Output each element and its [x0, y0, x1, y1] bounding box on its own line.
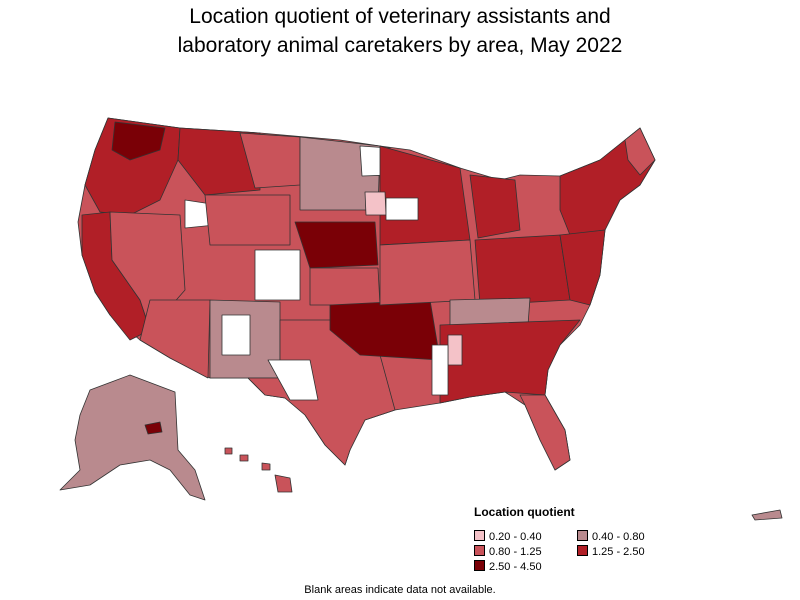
map-title: Location quotient of veterinary assistan… [0, 2, 800, 60]
title-line-2: laboratory animal caretakers by area, Ma… [177, 34, 623, 57]
region-hawaii-maui [261, 462, 271, 471]
region-michigan [469, 174, 521, 239]
legend-label-3: 0.80 - 1.25 [489, 546, 542, 558]
legend-item-2: 0.40 - 0.80 [577, 530, 645, 544]
region-hawaii-oahu [239, 454, 249, 462]
title-line-1: Location quotient of veterinary assistan… [189, 5, 611, 28]
region-maine [624, 127, 656, 176]
region-upper-midwest [379, 145, 471, 246]
region-iowa-illinois [379, 239, 476, 306]
region-idaho-montana [177, 127, 261, 196]
region-arizona [139, 299, 211, 379]
region-washington-core [111, 121, 166, 161]
legend-item-1: 0.20 - 0.40 [474, 530, 542, 544]
legend-item-5: 2.50 - 4.50 [474, 560, 542, 574]
region-minnesota-pink [364, 191, 387, 216]
footnote: Blank areas indicate data not available. [304, 584, 496, 596]
region-nebraska [294, 221, 379, 269]
region-minnesota-blank [385, 197, 419, 221]
region-wyoming [204, 194, 291, 246]
choropleth-map [59, 117, 783, 521]
legend-swatch-5 [474, 560, 485, 571]
legend-swatch-4 [577, 545, 588, 556]
region-hawaii-big-island [274, 474, 293, 493]
legend-swatch-1 [474, 530, 485, 541]
region-mid-atlantic [559, 229, 606, 306]
region-mississippi-pink [447, 334, 463, 366]
region-ohio-valley [474, 234, 571, 306]
region-new-mexico-blank [221, 314, 251, 356]
region-mississippi-blank [431, 344, 449, 396]
region-texas-west-blank [267, 359, 319, 401]
legend-label-2: 0.40 - 0.80 [592, 531, 645, 543]
legend-item-3: 0.80 - 1.25 [474, 545, 542, 559]
region-florida [519, 394, 571, 471]
region-alaska [59, 374, 206, 501]
legend-label-5: 2.50 - 4.50 [489, 561, 542, 573]
region-hawaii-kauai [224, 447, 233, 455]
region-puerto-rico [751, 509, 783, 521]
legend-item-4: 1.25 - 2.50 [577, 545, 645, 559]
region-colorado-west [254, 249, 301, 301]
legend-title: Location quotient [474, 505, 575, 519]
legend-label-4: 1.25 - 2.50 [592, 546, 645, 558]
legend-label-1: 0.20 - 0.40 [489, 531, 542, 543]
region-kansas [309, 267, 381, 306]
region-alaska-anchorage [144, 421, 163, 435]
legend-swatch-2 [577, 530, 588, 541]
legend-swatch-3 [474, 545, 485, 556]
